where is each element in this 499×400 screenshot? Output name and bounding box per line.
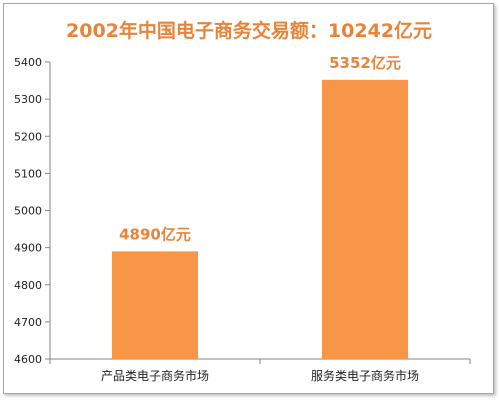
y-tick-label: 5100 — [14, 167, 42, 180]
chart-title: 2002年中国电子商务交易额：10242亿元 — [66, 19, 432, 42]
y-tick-label: 5000 — [14, 205, 42, 218]
y-tick-label: 5300 — [14, 93, 42, 106]
data-label: 5352亿元 — [329, 54, 401, 72]
x-axis: 产品类电子商务市场 服务类电子商务市场 — [49, 358, 471, 383]
x-category-label: 产品类电子商务市场 — [101, 368, 209, 383]
y-tick-label: 4900 — [14, 242, 42, 255]
data-label: 4890亿元 — [119, 225, 191, 243]
x-category-label: 服务类电子商务市场 — [311, 368, 419, 383]
y-tick-label: 5200 — [14, 130, 42, 143]
bar — [321, 79, 409, 359]
y-tick-label: 4600 — [14, 353, 42, 366]
chart-frame — [3, 3, 494, 394]
y-tick-label: 4800 — [14, 279, 42, 292]
y-tick-label: 5400 — [14, 56, 42, 69]
bars — [111, 79, 409, 359]
data-labels: 4890亿元 5352亿元 — [119, 54, 401, 244]
y-tick-label: 4700 — [14, 316, 42, 329]
y-axis: 4600 4700 4800 4900 5000 5100 5200 5300 5400 — [14, 56, 51, 366]
bar — [111, 251, 199, 359]
